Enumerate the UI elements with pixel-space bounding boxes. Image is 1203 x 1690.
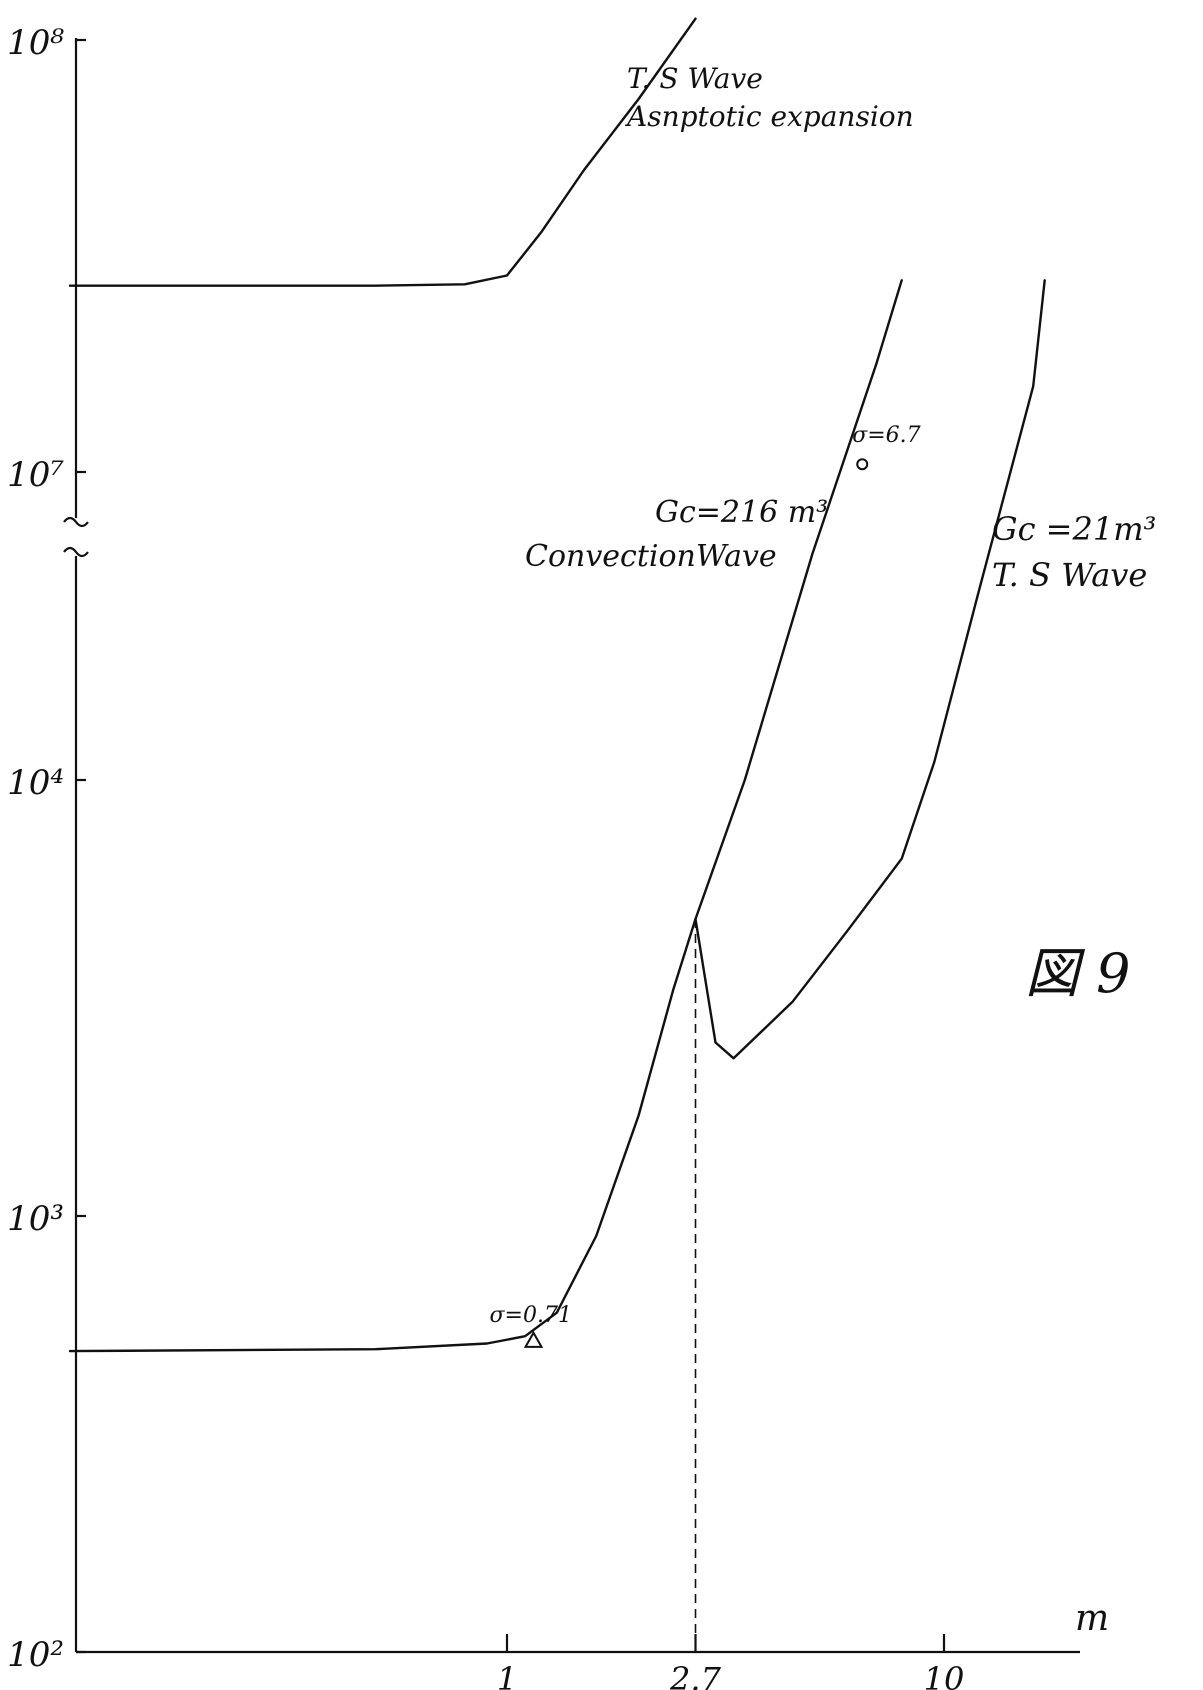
axis-break-mark <box>63 546 89 558</box>
figure-label: 図 9 <box>1025 942 1131 1005</box>
axis-break-mark <box>63 516 89 528</box>
series-label: ConvectionWave <box>525 539 777 574</box>
series-label: Asnptotic expansion <box>624 100 914 133</box>
series-line-2 <box>68 279 903 1353</box>
series-line-1 <box>68 17 697 287</box>
y-tick-label: 10⁸ <box>7 23 64 63</box>
x-tick-label: 10 <box>924 1660 965 1690</box>
x-axis-label: m <box>1075 1598 1109 1639</box>
series-group <box>68 17 1046 1353</box>
series-label: T. S Wave <box>627 62 763 95</box>
labels-group: T. S Wave Asnptotic expansion Gc=216 m³ Con… <box>525 62 1156 1005</box>
series-label: Gc=216 m³ <box>655 495 828 530</box>
axes: 10² 10³ 10⁴ 10⁷ 10⁸ 1 2.7 10 m <box>7 23 1109 1690</box>
series-line-3 <box>694 279 1046 1060</box>
marker-label: σ=6.7 <box>852 423 920 448</box>
y-tick-label: 10⁴ <box>7 763 64 803</box>
marker-circle <box>856 458 869 471</box>
y-tick-label: 10² <box>7 1635 64 1675</box>
y-tick-label: 10⁷ <box>7 455 64 495</box>
x-tick-label: 1 <box>497 1660 517 1690</box>
marker-label: σ=0.71 <box>490 1303 572 1328</box>
x-tick-label: 2.7 <box>669 1660 722 1690</box>
marker-triangle <box>523 1330 544 1348</box>
series-label: T. S Wave <box>992 556 1147 594</box>
markers-group: σ=0.71 σ=6.7 <box>490 423 921 1348</box>
series-label: Gc =21m³ <box>992 510 1156 548</box>
y-tick-label: 10³ <box>7 1199 64 1239</box>
